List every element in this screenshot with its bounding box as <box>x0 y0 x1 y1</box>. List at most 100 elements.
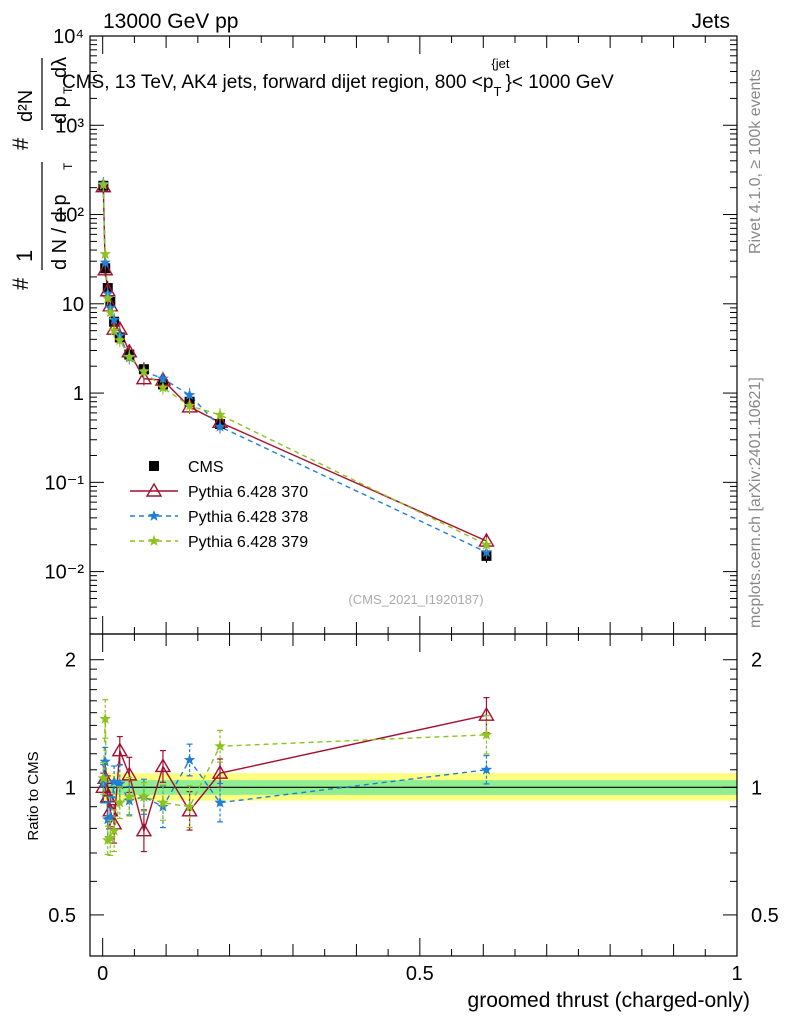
legend-label: Pythia 6.428 378 <box>188 509 308 526</box>
y-tick-label: 10⁻² <box>45 562 85 584</box>
data-point-3 <box>99 248 111 259</box>
data-point-1 <box>135 370 153 385</box>
x-tick-label: 0 <box>97 963 108 985</box>
ratio-point-2 <box>99 712 111 724</box>
data-point-3 <box>97 178 109 190</box>
ratio-y-label: Ratio to CMS <box>25 751 42 840</box>
ratio-point-2 <box>138 790 150 802</box>
data-point-2 <box>157 372 169 384</box>
svg-text:dλ: dλ <box>49 57 71 78</box>
data-point-2 <box>99 256 111 268</box>
ratio-point-2 <box>157 796 169 808</box>
legend-marker <box>148 510 160 521</box>
legend-marker <box>145 482 163 497</box>
header-left: 13000 GeV pp <box>103 10 238 33</box>
chart-title: CMS, 13 TeV, AK4 jets, forward dijet reg… <box>62 56 614 99</box>
ratio-y-tick-label-left: 0.5 <box>48 905 76 927</box>
data-point-2 <box>108 313 120 325</box>
mcplots-label: mcplots.cern.ch [arXiv:2401.10621] <box>747 377 764 628</box>
header-right: Jets <box>691 10 730 33</box>
ratio-point-2 <box>480 728 493 740</box>
svg-text:d p: d p <box>49 96 71 124</box>
ratio-point-1 <box>99 755 111 767</box>
ratio-point-1 <box>104 811 116 823</box>
data-point-3 <box>114 334 126 346</box>
data-point-3 <box>123 350 135 362</box>
main-y-ticks: 10⁻² 10⁻¹ 1 10 10² 10³ 10⁴ <box>45 26 737 635</box>
y-tick-label: 10³ <box>55 115 84 137</box>
ratio-point-2 <box>214 740 226 752</box>
ratio-point-1 <box>183 754 196 765</box>
legend: CMS Pythia 6.428 370 Pythia 6.428 378 Pythi… <box>130 459 308 551</box>
series-line-2 <box>102 183 487 553</box>
ratio-point-2 <box>104 831 116 843</box>
legend-label: Pythia 6.428 379 <box>188 534 308 551</box>
ratio-point-0 <box>211 764 229 779</box>
data-point-2 <box>214 420 226 432</box>
ratio-y-tick-label-left: 2 <box>65 650 76 672</box>
ratio-point-2 <box>97 772 109 784</box>
ratio-point-0 <box>478 706 495 721</box>
main-series <box>95 176 495 563</box>
ratio-bands <box>102 773 737 801</box>
legend-label: CMS <box>188 459 224 476</box>
ratio-y-tick-label-right: 2 <box>751 650 762 672</box>
data-point-3 <box>183 399 196 411</box>
ratio-panel: 0.5 0.5 1 1 2 2 Ratio to CMS <box>25 633 779 957</box>
legend-marker <box>149 461 159 471</box>
ratio-point-0 <box>111 742 129 757</box>
ratio-series <box>95 697 495 856</box>
data-point-2 <box>183 389 196 400</box>
ratio-point-2 <box>123 790 135 802</box>
ratio-point-0 <box>135 822 153 837</box>
x-axis-ticks: 0 0.5 1 <box>97 36 743 985</box>
data-point-3 <box>157 381 169 393</box>
ratio-point-0 <box>181 802 198 817</box>
legend-label: Pythia 6.428 370 <box>188 484 308 501</box>
data-point-3 <box>104 306 116 318</box>
rivet-label: Rivet 4.1.0, ≥ 100k events <box>747 69 764 254</box>
y-axis-label: # 1 d N / d p T # d²N d p T dλ <box>8 57 75 290</box>
ratio-y-tick-label-left: 1 <box>65 777 76 799</box>
svg-text:#: # <box>8 277 33 290</box>
x-axis-label: groomed thrust (charged-only) <box>468 989 750 1012</box>
y-tick-label: 10² <box>55 205 84 227</box>
ratio-frame <box>89 633 738 957</box>
ratio-point-1 <box>108 775 120 787</box>
ratio-point-1 <box>214 796 226 808</box>
watermark: (CMS_2021_I1920187) <box>348 592 483 607</box>
ratio-y-tick-label-right: 0.5 <box>751 905 779 927</box>
ratio-point-1 <box>114 777 126 789</box>
main-panel: 10⁻² 10⁻¹ 1 10 10² 10³ 10⁴ (CMS_2021_I1920187)… <box>45 26 738 635</box>
x-tick-label: 1 <box>731 963 742 985</box>
data-point-3 <box>102 292 114 304</box>
svg-text:d N / d p: d N / d p <box>49 194 71 270</box>
ratio-point-2 <box>183 800 196 812</box>
ratio-line-1 <box>102 758 487 821</box>
ratio-line-2 <box>102 718 487 842</box>
ratio-point-0 <box>154 758 172 773</box>
data-point-3 <box>480 538 493 550</box>
ratio-ticks: 0.5 0.5 1 1 2 2 <box>48 650 779 957</box>
ratio-point-1 <box>480 763 493 775</box>
ratio-point-2 <box>108 824 120 836</box>
data-point-3 <box>214 408 226 420</box>
svg-text:T: T <box>61 86 75 94</box>
y-tick-label: 10 <box>62 294 84 316</box>
data-point-3 <box>108 324 120 336</box>
legend-marker <box>148 535 160 546</box>
svg-text:d²N: d²N <box>15 90 37 122</box>
svg-text:1: 1 <box>12 250 37 262</box>
y-tick-label: 10⁴ <box>53 26 84 48</box>
data-point-3 <box>138 365 150 377</box>
x-tick-label: 0.5 <box>406 963 434 985</box>
data-point-1 <box>97 261 114 276</box>
y-tick-label: 10⁻¹ <box>45 472 85 494</box>
svg-text:T: T <box>61 162 75 170</box>
svg-text:#: # <box>8 137 33 150</box>
ratio-line-0 <box>102 714 487 834</box>
ratio-point-2 <box>114 796 126 808</box>
y-tick-label: 1 <box>73 383 84 405</box>
ratio-y-tick-label-right: 1 <box>751 777 762 799</box>
